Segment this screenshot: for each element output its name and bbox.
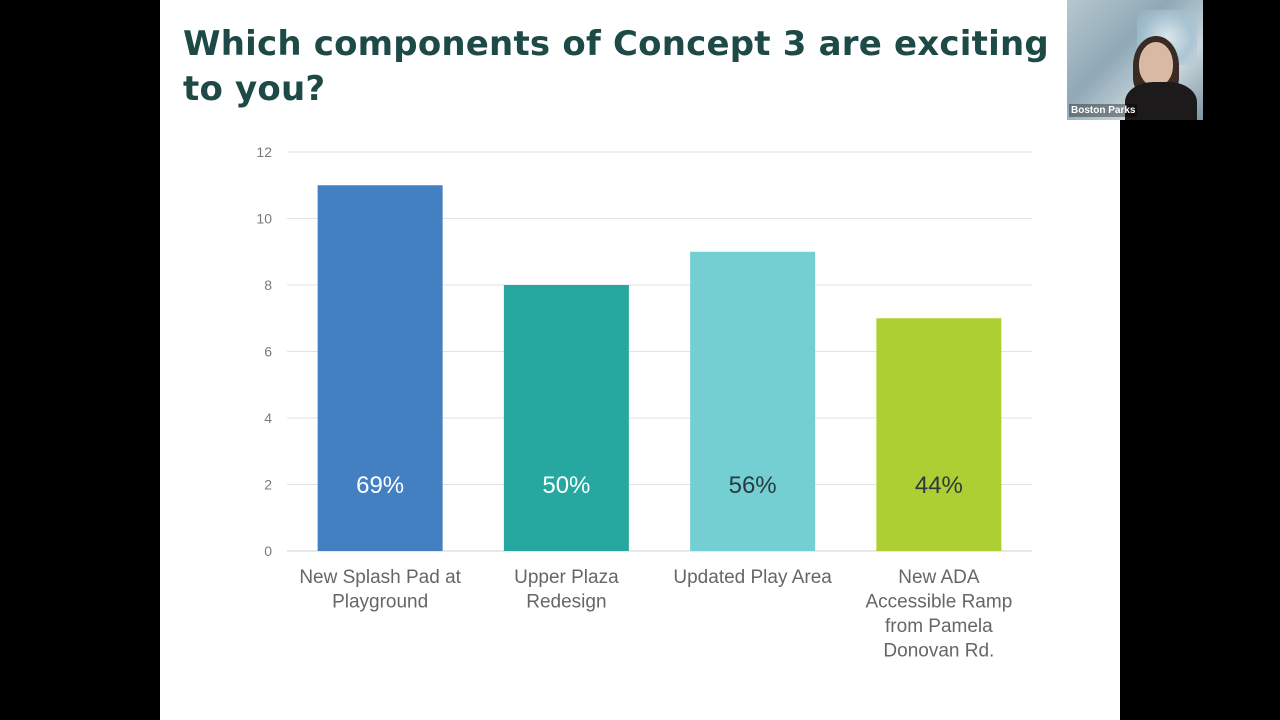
category-labels: New Splash Pad at Playground Upper Plaza Re… <box>299 567 1012 662</box>
bar <box>876 318 1002 551</box>
category-label: Playground <box>332 592 428 613</box>
category-label: from Pamela <box>885 616 993 637</box>
y-tick-label: 12 <box>256 144 272 160</box>
y-tick-label: 6 <box>264 344 272 360</box>
participant-face <box>1139 42 1173 86</box>
slide-title: Which components of Concept 3 are exciti… <box>183 24 1049 109</box>
data-labels: 69% 50% 56% 44% <box>356 472 963 499</box>
bar-chart: 0 2 4 6 8 10 12 69% 50% 56% 44% New Splash Pad at… <box>256 144 1032 662</box>
data-label: 69% <box>356 472 404 499</box>
y-tick-label: 0 <box>264 543 272 559</box>
y-axis-ticks: 0 2 4 6 8 10 12 <box>256 144 272 559</box>
bar <box>317 185 443 551</box>
category-label: Updated Play Area <box>673 567 832 588</box>
y-tick-label: 8 <box>264 277 272 293</box>
category-label: Redesign <box>526 592 606 613</box>
category-label: Accessible Ramp <box>865 592 1012 613</box>
presentation-slide: Which components of Concept 3 are exciti… <box>160 0 1120 720</box>
bars <box>317 185 1002 551</box>
category-label: New Splash Pad at <box>299 567 461 588</box>
y-tick-label: 10 <box>256 211 272 227</box>
category-label: New ADA <box>898 567 980 588</box>
data-label: 56% <box>729 472 777 499</box>
data-label: 50% <box>542 472 590 499</box>
y-tick-label: 4 <box>264 410 272 426</box>
category-label: Upper Plaza <box>514 567 619 588</box>
participant-video-tile[interactable]: Boston Parks <box>1067 0 1203 120</box>
participant-body <box>1125 82 1197 120</box>
data-label: 44% <box>915 472 963 499</box>
y-tick-label: 2 <box>264 477 272 493</box>
participant-name-label: Boston Parks <box>1069 104 1138 117</box>
bar <box>690 251 816 551</box>
category-label: Donovan Rd. <box>883 641 994 662</box>
bar <box>503 285 629 551</box>
